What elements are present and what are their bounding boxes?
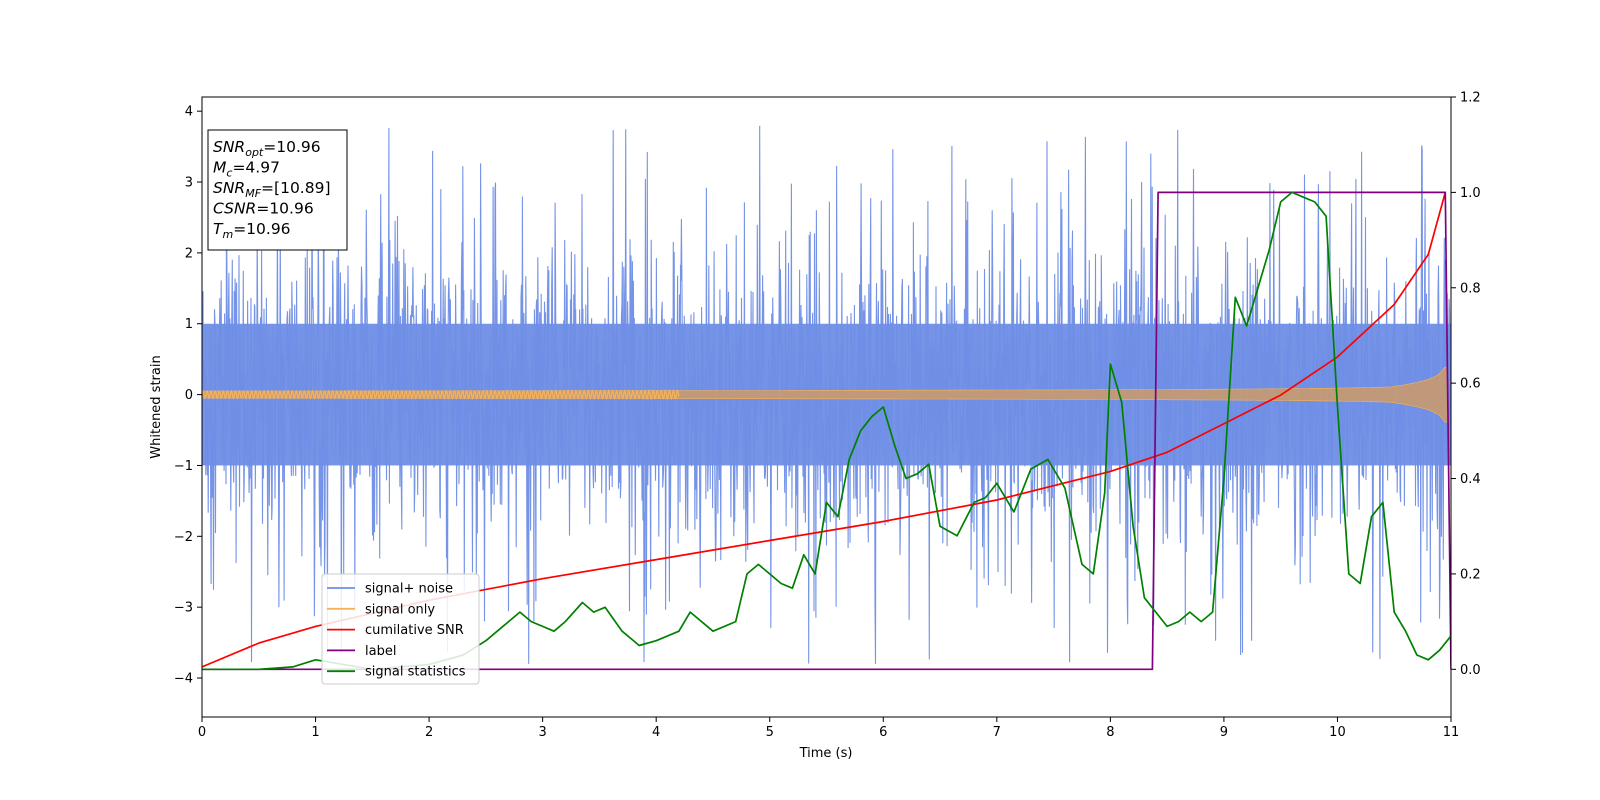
legend-item-signal-statistics: signal statistics (327, 665, 466, 680)
annotation-line: SNRMF=[10.89] (213, 179, 331, 200)
y2-tick-label: 0.8 (1460, 281, 1481, 296)
annotation-line: CSNR=10.96 (213, 200, 314, 218)
y2-tick-label: 0.4 (1460, 472, 1481, 487)
y2-tick-label: 0.0 (1460, 663, 1481, 678)
y-tick-label: 2 (185, 246, 193, 261)
x-tick-label: 3 (538, 725, 546, 740)
legend-label: signal+ noise (365, 582, 453, 597)
x-tick-label: 2 (425, 725, 433, 740)
y-tick-label: 3 (185, 176, 193, 191)
y-tick-label: −4 (174, 672, 193, 687)
annotation-line: SNRopt=10.96 (213, 138, 321, 159)
y2-tick-label: 1.0 (1460, 186, 1481, 201)
x-tick-label: 8 (1106, 725, 1114, 740)
y2-tick-label: 1.2 (1460, 91, 1481, 106)
x-axis: 0 1 2 3 4 5 6 7 8 9 10 11 (198, 717, 1459, 740)
annotation-box: SNRopt=10.96Mc=4.97SNRMF=[10.89]CSNR=10.… (207, 129, 348, 251)
legend-item-cumulative-snr: cumilative SNR (327, 623, 464, 638)
x-tick-label: 1 (311, 725, 319, 740)
x-tick-label: 9 (1220, 725, 1228, 740)
x-tick-label: 11 (1443, 725, 1460, 740)
y-tick-label: −1 (174, 459, 193, 474)
legend-label: label (365, 644, 396, 659)
legend-item-signal-noise: signal+ noise (327, 582, 453, 597)
x-axis-label: Time (s) (799, 746, 853, 761)
x-tick-label: 6 (879, 725, 887, 740)
y-tick-label: −2 (174, 530, 193, 545)
legend-item-label: label (327, 644, 396, 659)
y-tick-label: −3 (174, 601, 193, 616)
x-tick-label: 5 (766, 725, 774, 740)
y-tick-label: 4 (185, 105, 193, 120)
annotation-line: Mc=4.97 (213, 159, 280, 180)
y-tick-label: 1 (185, 317, 193, 332)
signal-statistics-line (202, 191, 1451, 671)
y2-tick-label: 0.2 (1460, 567, 1481, 582)
y-axis-label: Whitened strain (149, 355, 164, 458)
signal-only-oscillation (202, 389, 680, 400)
y-tick-label: 0 (185, 388, 193, 403)
legend-label: signal only (365, 602, 435, 617)
axes-frame (201, 96, 1452, 718)
x-tick-label: 10 (1329, 725, 1346, 740)
x-tick-label: 7 (993, 725, 1001, 740)
y-axis-right: 0.0 0.2 0.4 0.6 0.8 1.0 1.2 (1451, 91, 1481, 678)
label-line (202, 191, 1451, 671)
y-axis-left: −4 −3 −2 −1 0 1 2 3 4 (174, 105, 202, 687)
annotation-line: Tm=10.96 (213, 220, 291, 241)
legend-item-signal-only: signal only (327, 602, 435, 617)
legend-label: cumilative SNR (365, 623, 464, 638)
x-tick-label: 4 (652, 725, 660, 740)
y2-tick-label: 0.6 (1460, 377, 1481, 392)
x-tick-label: 0 (198, 725, 206, 740)
legend: signal+ noise signal only cumilative SNR la… (321, 573, 480, 685)
plot-area (202, 125, 1451, 671)
legend-label: signal statistics (365, 665, 466, 680)
